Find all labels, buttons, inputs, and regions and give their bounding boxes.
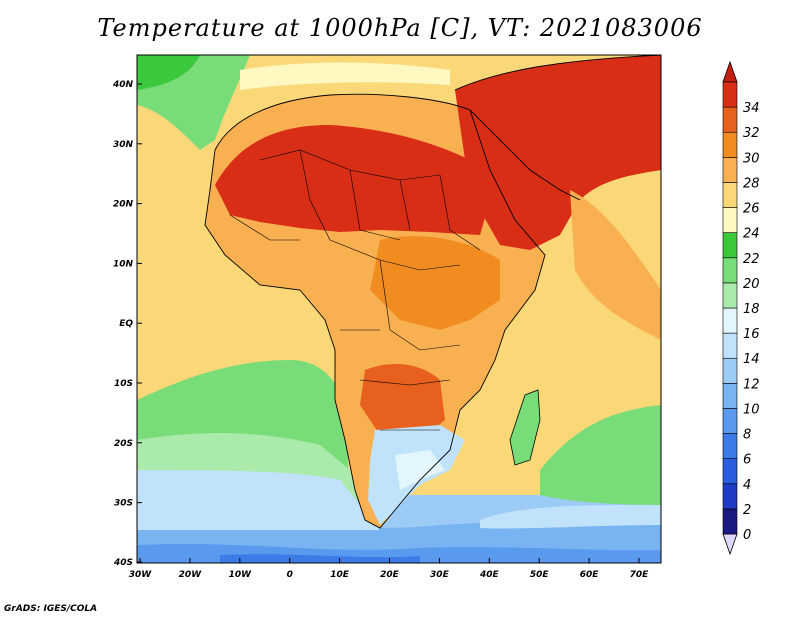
colorbar-label: 24 xyxy=(743,227,760,242)
grads-credit: GrADS: IGES/COLA xyxy=(4,604,98,614)
south-indian-green xyxy=(540,405,661,505)
colorbar-label: 30 xyxy=(743,151,760,166)
colorbar-label: 26 xyxy=(743,202,760,217)
central-africa-warm xyxy=(370,236,500,330)
map-field xyxy=(137,55,661,563)
colorbar-label: 6 xyxy=(743,453,751,468)
lon-label: 60E xyxy=(580,570,600,580)
lat-label: 30S xyxy=(114,499,133,509)
colorbar-max-triangle xyxy=(722,60,738,83)
south-indian-cool xyxy=(480,505,661,529)
colorbar-swatch xyxy=(722,106,738,133)
lat-label: 10S xyxy=(114,379,133,389)
colorbar-label: 10 xyxy=(743,402,760,417)
lat-label: EQ xyxy=(119,319,133,329)
arabian-sea-warm xyxy=(570,190,661,340)
arabia-hot xyxy=(455,55,661,250)
south-africa-pale xyxy=(395,450,445,490)
lat-label: 20N xyxy=(113,200,134,210)
colorbar-swatch xyxy=(722,383,738,409)
lon-label: 30E xyxy=(430,570,450,580)
colorbar-label: 0 xyxy=(743,528,751,543)
colorbar-label: 8 xyxy=(743,428,751,443)
colorbar-swatch xyxy=(722,307,738,334)
colorbar-swatch xyxy=(722,357,738,384)
coldest-band xyxy=(220,554,420,563)
colorbar-label: 16 xyxy=(743,327,760,342)
lon-label: 10E xyxy=(330,570,350,580)
lat-label: 10N xyxy=(113,259,134,269)
sahara-hot xyxy=(215,125,490,235)
colorbar-label: 2 xyxy=(743,503,751,518)
colorbar-swatch xyxy=(722,483,738,510)
colorbar-swatch xyxy=(722,257,738,284)
colorbar-label: 28 xyxy=(743,176,760,191)
madagascar xyxy=(509,389,541,466)
lat-label: 40N xyxy=(112,80,134,90)
colorbar-swatch xyxy=(722,157,738,183)
lat-label: 40S xyxy=(113,558,133,568)
colorbar-swatch xyxy=(722,232,738,259)
colorbar-min-triangle xyxy=(722,533,738,556)
plot-frame xyxy=(136,54,662,564)
lon-label: 70E xyxy=(630,570,650,580)
colorbar-swatch xyxy=(722,131,738,158)
lon-label: 40E xyxy=(479,570,500,580)
colorbar-swatch xyxy=(722,182,738,208)
south-atlantic-cool xyxy=(137,470,380,530)
colorbar-label: 34 xyxy=(743,101,760,116)
colorbar-swatch xyxy=(722,508,738,535)
colorbar-swatch xyxy=(722,458,738,485)
north-atlantic-dark-green xyxy=(137,55,200,90)
colorbar-swatch xyxy=(722,408,738,434)
colorbar-label: 18 xyxy=(743,302,760,317)
latitude-axis: 40N 30N 20N 10N EQ 10S 20S 30S 40S xyxy=(112,80,142,568)
lon-label: 0 xyxy=(287,570,293,580)
mediterranean-band xyxy=(240,62,450,90)
arabia-coastline xyxy=(454,55,661,201)
colorbar-swatch xyxy=(722,433,738,459)
colorbar-label: 32 xyxy=(743,126,760,141)
longitude-axis: 30W 20W 10W 0 10E 20E 30E 40E 50E 60E 70E xyxy=(129,558,649,580)
africa-coastline xyxy=(204,93,546,529)
lon-label: 30W xyxy=(129,570,153,580)
map-title: Temperature at 1000hPa [C], VT: 20210830… xyxy=(97,14,703,42)
colorbar-label: 20 xyxy=(743,277,760,292)
lon-label: 10W xyxy=(229,570,253,580)
lon-label: 20W xyxy=(179,570,203,580)
lon-label: 50E xyxy=(530,570,550,580)
colorbar-swatch xyxy=(722,282,738,309)
lat-label: 30N xyxy=(113,140,134,150)
lon-label: 20E xyxy=(380,570,400,580)
colorbar-label: 14 xyxy=(743,352,760,367)
colorbar-label: 22 xyxy=(743,252,760,267)
country-borders xyxy=(229,149,481,431)
lat-label: 20S xyxy=(114,439,133,449)
colorbar-swatch xyxy=(722,207,738,233)
colorbar-swatch xyxy=(722,81,738,108)
colorbar-label: 12 xyxy=(743,377,760,392)
colorbar-label: 4 xyxy=(743,478,751,493)
colorbar-swatch xyxy=(722,332,738,359)
